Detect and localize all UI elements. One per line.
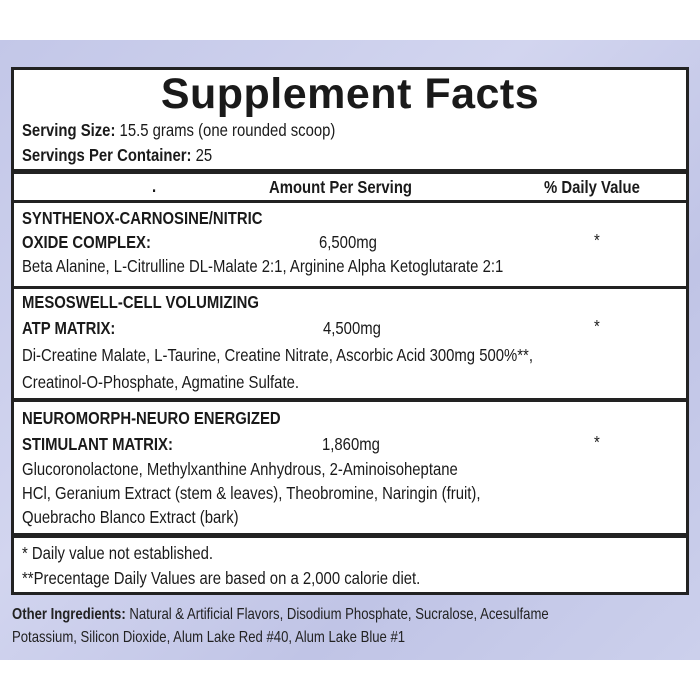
serving-size-label: Serving Size: bbox=[22, 120, 116, 140]
header-dot: . bbox=[152, 176, 157, 196]
other-ingredients-text: Potassium, Silicon Dioxide, Alum Lake Re… bbox=[12, 629, 406, 646]
supplement-facts-panel: Supplement Facts Serving Size: 15.5 gram… bbox=[11, 67, 689, 595]
header-amount-per-serving: Amount Per Serving bbox=[269, 177, 412, 197]
servings-label: Servings Per Container: bbox=[22, 145, 192, 165]
ingredient-list: HCl, Geranium Extract (stem & leaves), T… bbox=[22, 483, 481, 503]
section-name: STIMULANT MATRIX: bbox=[22, 434, 173, 454]
servings-per-container: Servings Per Container: 25 bbox=[22, 145, 212, 165]
ingredient-list: Quebracho Blanco Extract (bark) bbox=[22, 507, 239, 527]
footnote: **Precentage Daily Values are based on a… bbox=[22, 568, 421, 588]
other-ingredients-label: Other Ingredients: bbox=[12, 606, 126, 623]
serving-size: Serving Size: 15.5 grams (one rounded sc… bbox=[22, 120, 335, 140]
other-ingredients: Other Ingredients: Natural & Artificial … bbox=[12, 606, 549, 624]
ingredient-list: Creatinol-O-Phosphate, Agmatine Sulfate. bbox=[22, 372, 300, 392]
section-dv: * bbox=[594, 432, 600, 452]
footnote: * Daily value not established. bbox=[22, 543, 214, 563]
panel-title: Supplement Facts bbox=[160, 70, 540, 118]
section-name: SYNTHENOX-CARNOSINE/NITRIC bbox=[22, 208, 263, 228]
divider bbox=[14, 398, 686, 402]
section-name: ATP MATRIX: bbox=[22, 318, 116, 338]
other-ingredients-text: Natural & Artificial Flavors, Disodium P… bbox=[125, 606, 549, 623]
ingredient-list: Glucoronolactone, Methylxanthine Anhydro… bbox=[22, 459, 458, 479]
section-dv: * bbox=[594, 316, 600, 336]
serving-size-value: 15.5 grams (one rounded scoop) bbox=[115, 120, 336, 140]
divider-thick bbox=[14, 533, 686, 538]
header-daily-value: % Daily Value bbox=[544, 177, 640, 197]
section-amount: 6,500mg bbox=[319, 232, 377, 252]
section-name: OXIDE COMPLEX: bbox=[22, 232, 151, 252]
divider-thick bbox=[14, 169, 686, 174]
ingredient-list: Beta Alanine, L-Citrulline DL-Malate 2:1… bbox=[22, 256, 504, 276]
divider bbox=[14, 286, 686, 289]
servings-value: 25 bbox=[191, 145, 213, 165]
section-amount: 1,860mg bbox=[322, 434, 380, 454]
section-name: NEUROMORPH-NEURO ENERGIZED bbox=[22, 408, 281, 428]
ingredient-list: Di-Creatine Malate, L-Taurine, Creatine … bbox=[22, 345, 533, 365]
section-dv: * bbox=[594, 230, 600, 250]
section-name: MESOSWELL-CELL VOLUMIZING bbox=[22, 292, 259, 312]
divider bbox=[14, 200, 686, 203]
section-amount: 4,500mg bbox=[323, 318, 381, 338]
